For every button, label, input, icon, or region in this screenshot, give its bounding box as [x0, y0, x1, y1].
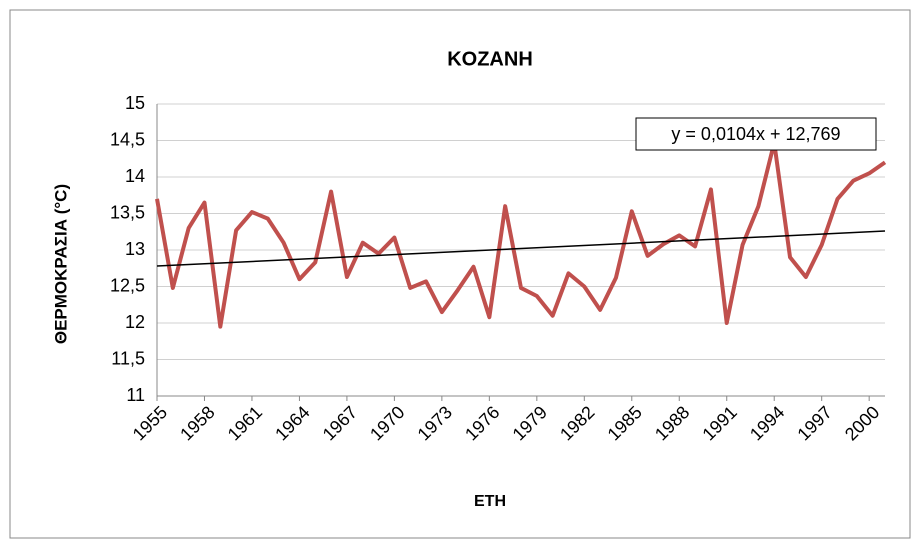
y-tick-label: 12 [125, 312, 145, 332]
trendline-equation: y = 0,0104x + 12,769 [671, 124, 840, 144]
y-tick-label: 12,5 [110, 275, 145, 295]
chart-border [9, 9, 911, 539]
data-line [155, 140, 887, 329]
y-tick-label: 13,5 [110, 202, 145, 222]
equation-box [635, 117, 877, 151]
y-tick-label: 11,5 [111, 348, 145, 368]
trendline [156, 230, 886, 267]
x-axis-title: ETH [474, 493, 506, 510]
y-tick-label: 13 [125, 239, 145, 259]
chart-title: KOZANH [447, 48, 533, 70]
y-tick-label: 11 [126, 385, 145, 405]
y-axis-title: ΘΕΡΜΟΚΡΑΣΙΑ (°C) [51, 184, 70, 344]
y-tick-label: 14 [125, 166, 145, 186]
y-tick-label: 14,5 [110, 129, 145, 149]
y-tick-label: 15 [125, 93, 145, 113]
